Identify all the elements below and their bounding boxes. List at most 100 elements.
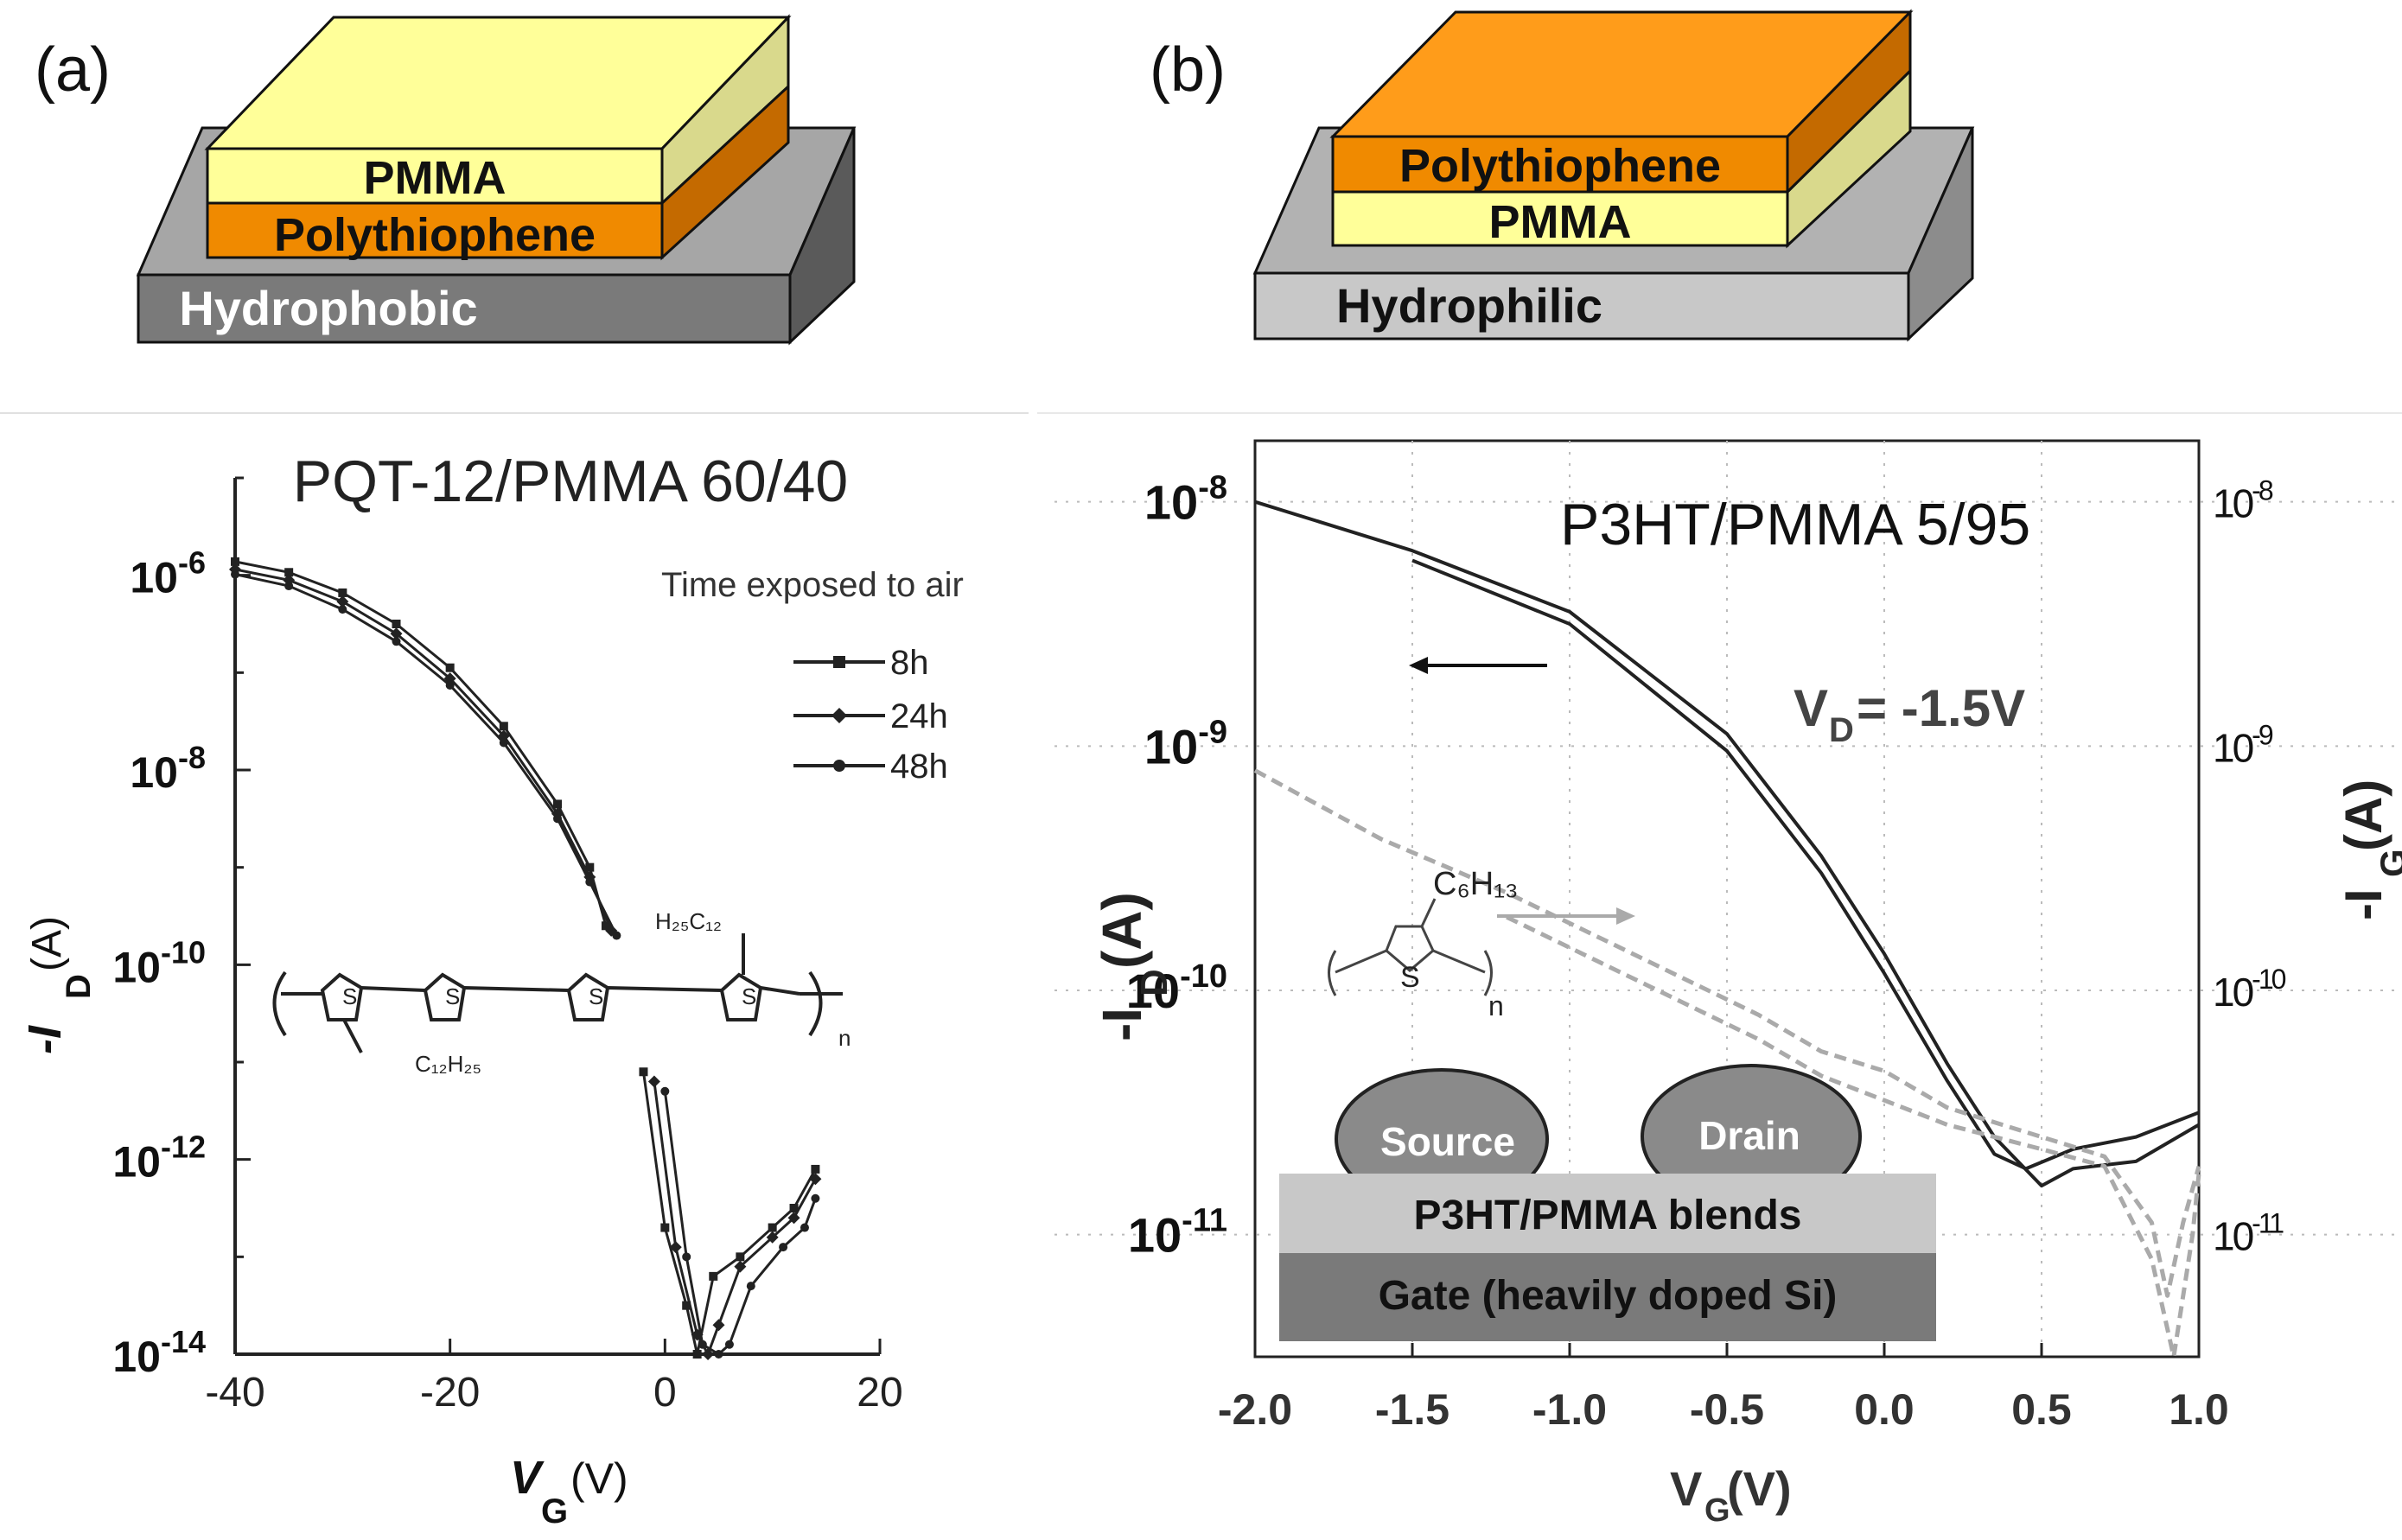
point-48h <box>660 1086 670 1096</box>
y-label-unit: (A) <box>24 916 70 971</box>
y-tick-label: 10-8 <box>1144 470 1227 530</box>
hydrophilic-label: Hydrophilic <box>1336 278 1602 333</box>
pqt12-molecule <box>272 933 843 1053</box>
p3ht-molecule <box>1328 898 1493 996</box>
pqt-b-label: Polythiophene <box>1399 140 1721 192</box>
vd-annotation: V D = -1.5V <box>1794 679 2025 749</box>
legend-label-24h: 24h <box>890 697 948 735</box>
point-24h <box>712 1319 725 1332</box>
point-8h <box>338 588 347 597</box>
point-48h <box>811 1193 820 1203</box>
point-48h <box>445 680 455 690</box>
point-24h <box>787 1212 800 1225</box>
y-tick-label: 10-12 <box>112 1130 206 1187</box>
series-line-i-d-forward <box>1254 500 2201 1188</box>
point-8h <box>284 568 294 577</box>
y-label-sub: D <box>60 974 98 999</box>
pmma-b-front <box>1331 190 1789 247</box>
x-label-main: V <box>510 1452 545 1504</box>
source-label: Source <box>1380 1119 1515 1164</box>
pqt-b-front <box>1331 135 1789 194</box>
point-48h <box>338 605 347 614</box>
vd-rest: = -1.5V <box>1857 679 2025 737</box>
point-8h <box>682 1301 691 1310</box>
legend-marker-square <box>833 656 845 668</box>
point-48h <box>682 1252 691 1262</box>
y2-label-sub: G <box>2373 849 2402 877</box>
p3ht-bracket-left <box>1328 950 1337 996</box>
series-line-i-d-reverse <box>1411 558 2200 1171</box>
y-tick-label: 10-6 <box>130 545 206 602</box>
series-line-i-g-reverse <box>1506 914 2201 1359</box>
pqt-a-label: Polythiophene <box>274 209 596 261</box>
p3ht-bracket-right <box>1483 950 1493 996</box>
pqt12-molecule-text: S S S S H₂₅C₁₂ C₁₂H₂₅ n <box>342 908 851 1077</box>
x-tick-label: 0 <box>653 1370 677 1416</box>
series-line-8h <box>234 560 608 926</box>
s-atom-4: S <box>742 983 756 1009</box>
side-chain-bottom: C₁₂H₂₅ <box>415 1051 481 1077</box>
point-48h <box>779 1243 788 1252</box>
thiophene-ring-4 <box>719 972 763 1021</box>
y-tick-label: 10-8 <box>130 740 206 797</box>
chart-right-title: P3HT/PMMA 5/95 <box>1560 492 2030 557</box>
point-48h <box>499 738 508 748</box>
x-tick-label: -0.5 <box>1690 1385 1764 1434</box>
point-48h <box>284 582 294 591</box>
y-tick-label: 10-14 <box>112 1324 206 1381</box>
point-24h <box>766 1231 779 1244</box>
point-48h <box>612 931 621 940</box>
y-tick-label: 10-11 <box>1128 1203 1227 1263</box>
gate-layer <box>1279 1253 1936 1341</box>
chart-left-xlabel: V G (V) <box>510 1452 628 1530</box>
chart-left-axes: -40 -20 0 20 10-6 10-8 10-10 10-12 10-14 <box>112 476 903 1416</box>
panel-b-label: (b) <box>1150 35 1226 105</box>
point-8h <box>585 862 595 872</box>
xr-label-unit: (V) <box>1727 1461 1792 1516</box>
x-label-unit: (V) <box>570 1454 628 1503</box>
legend-label-48h: 48h <box>890 748 948 786</box>
y-tick-label: 10-9 <box>1144 714 1227 773</box>
s-atom-1: S <box>342 983 357 1009</box>
x-tick-label: -1.0 <box>1532 1385 1607 1434</box>
y-label-main: -I <box>19 1025 71 1054</box>
point-8h <box>709 1271 718 1281</box>
yr-label-main: -I <box>1091 1008 1153 1041</box>
y-tick-label: 10-10 <box>112 934 206 991</box>
p3ht-s-atom: S <box>1400 961 1420 994</box>
legend-label-8h: 8h <box>890 644 929 682</box>
pmma-a-front <box>206 147 664 205</box>
point-48h <box>800 1223 809 1232</box>
panel-a-stack: (a) Hydrophobic Polythiophene PMMA <box>35 14 857 346</box>
gate-label: Gate (heavily doped Si) <box>1379 1273 1838 1319</box>
point-8h <box>660 1223 670 1232</box>
chart-right: -2.0 -1.5 -1.0 -0.5 0.0 0.5 1.0 10-8 10-8 10-9 10-… <box>1054 439 2402 1529</box>
chart-left-series <box>229 557 822 1360</box>
point-8h <box>499 722 508 731</box>
x-tick-label: 0.5 <box>2011 1385 2072 1434</box>
point-48h <box>553 814 562 824</box>
panel-b-stack: (b) Hydrophilic PMMA Polythiophene <box>1150 9 1975 342</box>
xr-label-main: V <box>1670 1461 1702 1516</box>
series-line-48h <box>234 573 618 937</box>
x-tick-label: -20 <box>420 1370 480 1416</box>
x-tick-label: 0.0 <box>1854 1385 1915 1434</box>
arrow-head-left <box>1409 657 1428 674</box>
thiophene-ring-2 <box>423 972 467 1021</box>
point-48h <box>698 1340 707 1349</box>
chart-right-y2label: -I G (A) <box>2335 780 2402 920</box>
arrow-head-right <box>1616 907 1635 925</box>
pmma-b-label: PMMA <box>1489 196 1632 248</box>
chart-right-ylabel: -I D (A) <box>1091 892 1176 1041</box>
p3ht-repeat-n: n <box>1488 990 1504 1021</box>
chart-right-arrows <box>1409 657 1635 925</box>
point-24h <box>336 595 349 608</box>
blend-label: P3HT/PMMA blends <box>1414 1193 1802 1238</box>
p3ht-side-chain: C₆H₁₃ <box>1433 866 1519 902</box>
vd-main: V <box>1794 679 1828 737</box>
point-48h <box>392 637 401 646</box>
legend-marker-diamond <box>831 708 847 723</box>
x-tick-label: 20 <box>857 1370 902 1416</box>
chart-right-axes: -2.0 -1.5 -1.0 -0.5 0.0 0.5 1.0 10-8 10-8 10-9 10-… <box>1054 439 2402 1434</box>
point-8h <box>736 1252 745 1262</box>
